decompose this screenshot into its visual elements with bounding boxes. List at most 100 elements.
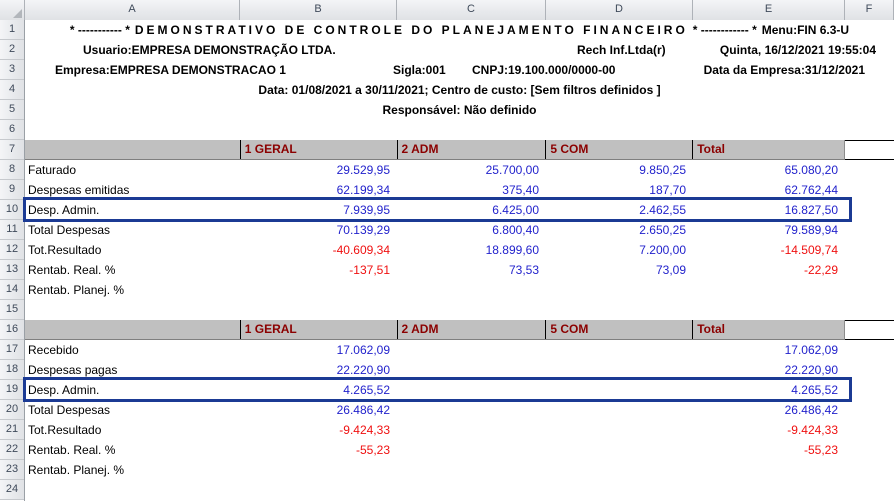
cell-value[interactable]: 9.850,25 xyxy=(639,163,686,177)
cell-value[interactable]: 62.199,34 xyxy=(336,183,390,197)
column-5-com[interactable]: 5 COM xyxy=(545,320,692,339)
cell-value[interactable]: 16.827,50 xyxy=(784,203,838,217)
cell-value[interactable] xyxy=(397,400,546,420)
row-header-20[interactable]: 20 xyxy=(0,400,24,420)
column-total[interactable]: Total xyxy=(692,320,844,339)
cell-value[interactable]: 187,70 xyxy=(649,183,686,197)
report-responsavel-row[interactable]: Responsável: Não definido xyxy=(25,100,894,120)
row-label[interactable]: Total Despesas xyxy=(28,223,111,237)
cell-value[interactable]: -137,51 xyxy=(349,263,390,277)
cell-value[interactable]: -40.609,34 xyxy=(332,243,390,257)
row-label[interactable]: Recebido xyxy=(28,343,79,357)
column-header-A[interactable]: A xyxy=(25,0,240,20)
row-header-15[interactable]: 15 xyxy=(0,300,24,320)
cell-value[interactable]: -55,23 xyxy=(355,443,390,457)
column-total[interactable]: Total xyxy=(692,140,844,159)
cell-value[interactable]: -22,29 xyxy=(803,263,838,277)
row-header-8[interactable]: 8 xyxy=(0,160,24,180)
row-header-1[interactable]: 1 xyxy=(0,20,24,40)
cell-value[interactable]: -9.424,33 xyxy=(339,423,390,437)
cell-value[interactable] xyxy=(397,460,546,480)
column-1-geral[interactable]: 1 GERAL xyxy=(239,320,397,339)
row-header-19[interactable]: 19 xyxy=(0,380,24,400)
row-label[interactable]: Tot.Resultado xyxy=(28,423,102,437)
row-label[interactable]: Rentab. Planej. % xyxy=(28,283,125,297)
row-header-9[interactable]: 9 xyxy=(0,180,24,200)
row-header-18[interactable]: 18 xyxy=(0,360,24,380)
cell-value[interactable] xyxy=(546,400,693,420)
cell-value[interactable]: 73,53 xyxy=(508,263,539,277)
row-label[interactable]: Rentab. Planej. % xyxy=(28,463,125,477)
row-label[interactable]: Tot.Resultado xyxy=(28,243,102,257)
row-label[interactable]: Despesas pagas xyxy=(28,363,118,377)
cell-value[interactable] xyxy=(397,340,546,360)
cell-value[interactable]: 2.650,25 xyxy=(639,223,686,237)
row-label[interactable]: Rentab. Real. % xyxy=(28,443,116,457)
row-header-11[interactable]: 11 xyxy=(0,220,24,240)
cell-value[interactable]: -9.424,33 xyxy=(787,423,838,437)
cell-value[interactable]: 17.062,09 xyxy=(784,343,838,357)
column-1-geral[interactable]: 1 GERAL xyxy=(239,140,397,159)
row-label[interactable]: Desp. Admin. xyxy=(28,203,100,217)
column-header-B[interactable]: B xyxy=(240,0,397,20)
report-period-row[interactable]: Data: 01/08/2021 a 30/11/2021; Centro de… xyxy=(25,80,894,100)
cell-value[interactable]: -55,23 xyxy=(803,443,838,457)
row-header-13[interactable]: 13 xyxy=(0,260,24,280)
column-2-adm[interactable]: 2 ADM xyxy=(396,140,546,159)
cell-value[interactable]: 79.589,94 xyxy=(784,223,838,237)
cell-value[interactable]: 22.220,90 xyxy=(784,363,838,377)
cell-value[interactable] xyxy=(546,380,693,400)
row-header-21[interactable]: 21 xyxy=(0,420,24,440)
row-label[interactable]: Faturado xyxy=(28,163,77,177)
row-header-2[interactable]: 2 xyxy=(0,40,24,60)
column-header-F[interactable]: F xyxy=(845,0,894,20)
cell-value[interactable]: 4.265,52 xyxy=(791,383,838,397)
cell-value[interactable] xyxy=(693,280,845,300)
column-2-adm[interactable]: 2 ADM xyxy=(396,320,546,339)
row-label[interactable]: Despesas emitidas xyxy=(28,183,130,197)
cell-value[interactable] xyxy=(240,280,397,300)
cell-value[interactable]: 4.265,52 xyxy=(343,383,390,397)
cell-value[interactable]: 26.486,42 xyxy=(336,403,390,417)
cell-value[interactable]: 7.939,95 xyxy=(343,203,390,217)
cell-value[interactable] xyxy=(397,280,546,300)
cell-value[interactable] xyxy=(546,440,693,460)
report-title-row[interactable]: * ----------- * DEMONSTRATIVO DE CONTROL… xyxy=(25,20,894,40)
cell-value[interactable]: 2.462,55 xyxy=(639,203,686,217)
row-header-23[interactable]: 23 xyxy=(0,460,24,480)
column-5-com[interactable]: 5 COM xyxy=(545,140,692,159)
cell-value[interactable]: 25.700,00 xyxy=(485,163,539,177)
cell-value[interactable] xyxy=(546,460,693,480)
cell-value[interactable]: 6.800,40 xyxy=(492,223,539,237)
column-header-E[interactable]: E xyxy=(693,0,845,20)
cell-value[interactable]: 70.139,29 xyxy=(336,223,390,237)
report-info-row-3[interactable]: Empresa:EMPRESA DEMONSTRACAO 1 Sigla:001… xyxy=(25,60,894,80)
row-header-14[interactable]: 14 xyxy=(0,280,24,300)
cell-value[interactable]: 22.220,90 xyxy=(336,363,390,377)
row-header-6[interactable]: 6 xyxy=(0,120,24,140)
cell-value[interactable]: 73,09 xyxy=(655,263,686,277)
row-header-5[interactable]: 5 xyxy=(0,100,24,120)
row-header-16[interactable]: 16 xyxy=(0,320,24,340)
row-header-10[interactable]: 10 xyxy=(0,200,24,220)
select-all-corner[interactable] xyxy=(0,0,25,20)
row-header-3[interactable]: 3 xyxy=(0,60,24,80)
row-label[interactable]: Desp. Admin. xyxy=(28,383,100,397)
cell-value[interactable] xyxy=(397,360,546,380)
cell-value[interactable]: 65.080,20 xyxy=(784,163,838,177)
cell-value[interactable]: 6.425,00 xyxy=(492,203,539,217)
cell-value[interactable] xyxy=(546,340,693,360)
report-info-row-2[interactable]: Usuario:EMPRESA DEMONSTRAÇÃO LTDA. Rech … xyxy=(25,40,894,60)
cell-value[interactable]: 18.899,60 xyxy=(485,243,539,257)
band-cell-empty[interactable] xyxy=(25,140,240,159)
cell-value[interactable] xyxy=(397,420,546,440)
cell-value[interactable] xyxy=(397,380,546,400)
row-label[interactable]: Rentab. Real. % xyxy=(28,263,116,277)
row-header-12[interactable]: 12 xyxy=(0,240,24,260)
cell-value[interactable] xyxy=(240,460,397,480)
cell-value[interactable]: 17.062,09 xyxy=(336,343,390,357)
row-header-17[interactable]: 17 xyxy=(0,340,24,360)
band-cell-empty[interactable] xyxy=(25,320,240,339)
column-header-D[interactable]: D xyxy=(546,0,693,20)
row-header-4[interactable]: 4 xyxy=(0,80,24,100)
